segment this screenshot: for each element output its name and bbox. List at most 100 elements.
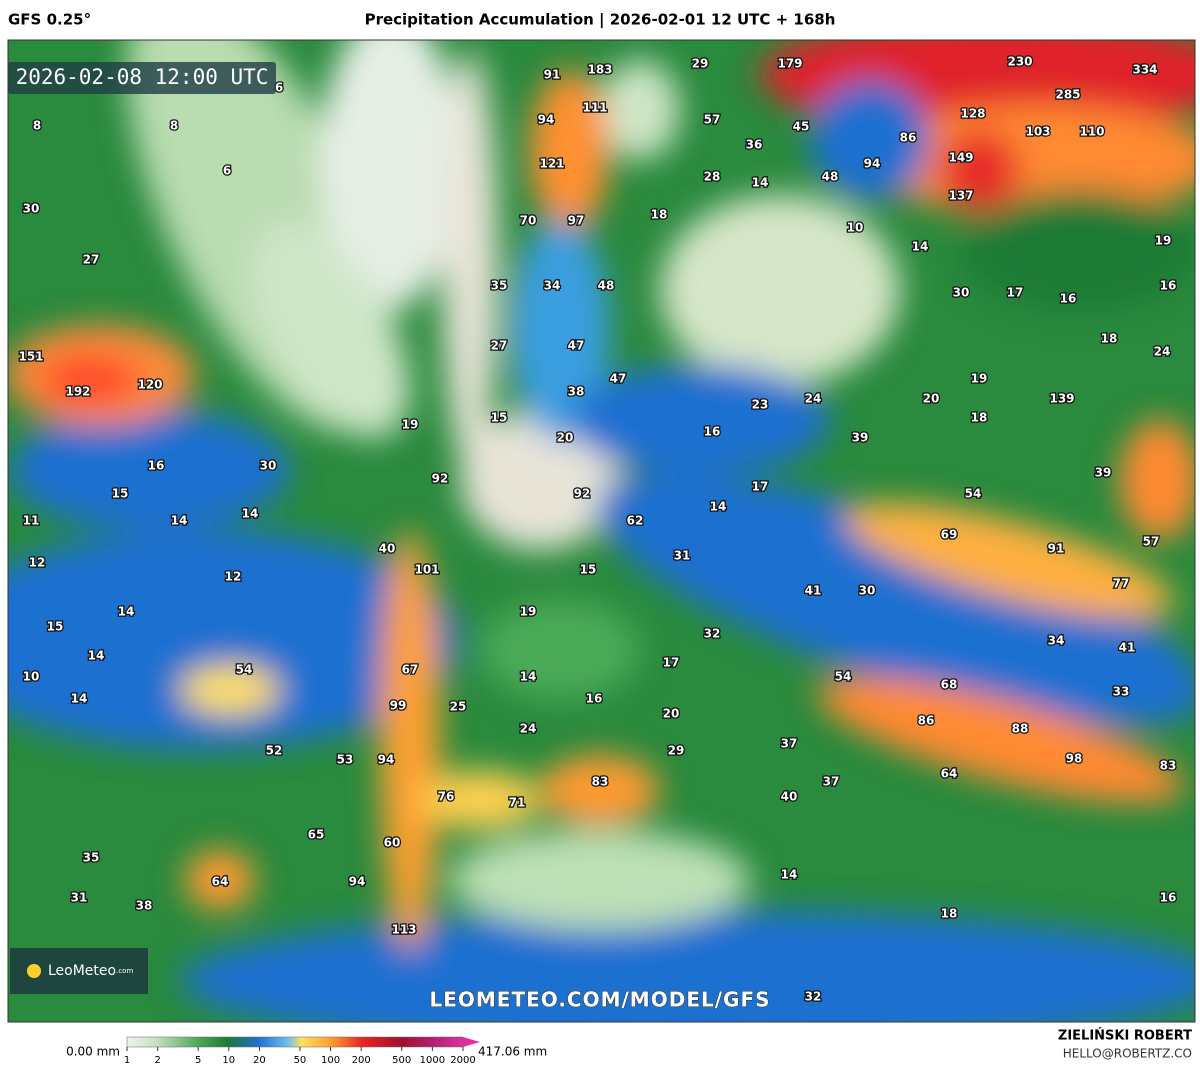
- precip-label: 14: [781, 868, 798, 882]
- logo: LeoMeteo.com: [48, 963, 133, 979]
- precip-label: 39: [852, 431, 869, 445]
- precip-label: 12: [225, 570, 242, 584]
- precip-label: 8: [170, 119, 178, 133]
- valid-time-box: [8, 62, 276, 94]
- precip-label: 70: [520, 214, 537, 228]
- precip-label: 30: [859, 584, 876, 598]
- precip-label: 16: [1160, 891, 1177, 905]
- precip-label: 334: [1132, 63, 1157, 77]
- precip-label: 120: [137, 378, 162, 392]
- precip-label: 39: [1095, 466, 1112, 480]
- credit-email: HELLO@ROBERTZ.CO: [1063, 1047, 1192, 1061]
- precip-label: 15: [112, 487, 129, 501]
- precip-label: 24: [520, 722, 537, 736]
- precip-label: 53: [337, 753, 354, 767]
- precip-label: 19: [402, 418, 419, 432]
- precip-label: 14: [520, 670, 537, 684]
- precip-label: 92: [574, 487, 591, 501]
- precip-label: 83: [592, 775, 609, 789]
- precip-label: 52: [266, 744, 283, 758]
- precip-label: 121: [539, 157, 564, 171]
- credit-name: ZIELIŃSKI ROBERT: [1058, 1028, 1192, 1044]
- precip-label: 19: [1155, 234, 1172, 248]
- colorbar-tick-label: 100: [321, 1055, 340, 1066]
- precip-label: 14: [912, 240, 929, 254]
- precip-label: 94: [378, 753, 395, 767]
- precip-label: 10: [23, 670, 40, 684]
- precip-label: 27: [491, 339, 508, 353]
- precip-label: 8: [33, 119, 41, 133]
- colorbar-tick-label: 1: [124, 1055, 130, 1066]
- precip-label: 14: [710, 500, 727, 514]
- logo-text: LeoMeteo: [48, 963, 116, 979]
- precip-label: 92: [432, 472, 449, 486]
- precip-label: 20: [557, 431, 574, 445]
- precip-label: 103: [1025, 125, 1050, 139]
- precip-label: 68: [941, 678, 958, 692]
- precip-label: 17: [752, 480, 769, 494]
- precip-label: 38: [568, 385, 585, 399]
- precip-label: 17: [1007, 286, 1024, 300]
- precip-label: 86: [918, 714, 935, 728]
- precip-label: 30: [953, 286, 970, 300]
- precip-label: 94: [349, 875, 366, 889]
- precip-label: 34: [544, 279, 561, 293]
- precip-label: 18: [941, 907, 958, 921]
- precip-label: 30: [260, 459, 277, 473]
- colorbar-ticks: 1 2 5 10 20 50 100 200 500 1000 2000: [124, 1047, 476, 1066]
- precip-label: 33: [1113, 685, 1130, 699]
- precip-label: 14: [752, 176, 769, 190]
- precip-label: 35: [83, 851, 100, 865]
- logo-suffix: .com: [116, 967, 133, 975]
- precip-label: 285: [1055, 88, 1080, 102]
- precip-label: 16: [1060, 292, 1077, 306]
- colorbar-max: 417.06 mm: [478, 1045, 547, 1059]
- precip-label: 179: [777, 57, 802, 71]
- title: Precipitation Accumulation | 2026-02-01 …: [365, 11, 836, 30]
- precip-label: 91: [1048, 542, 1065, 556]
- model-name: GFS 0.25°: [8, 11, 91, 29]
- precip-label: 14: [242, 507, 259, 521]
- precip-label: 94: [864, 157, 881, 171]
- precip-label: 86: [900, 131, 917, 145]
- map-frame: [7, 39, 1196, 1023]
- precip-label: 16: [586, 692, 603, 706]
- precip-label: 28: [704, 170, 721, 184]
- precip-label: 6: [223, 164, 231, 178]
- precip-label: 12: [29, 556, 46, 570]
- precip-label: 91: [544, 68, 561, 82]
- precip-label: 15: [580, 563, 597, 577]
- colorbar-tick-label: 2000: [450, 1055, 475, 1066]
- precip-label: 18: [1101, 332, 1118, 346]
- precip-label: 60: [384, 836, 401, 850]
- precip-label: 24: [805, 392, 822, 406]
- precip-label: 57: [704, 113, 721, 127]
- precip-label: 151: [18, 350, 43, 364]
- precip-label: 18: [971, 411, 988, 425]
- precip-label: 14: [171, 514, 188, 528]
- precip-label: 36: [746, 138, 763, 152]
- precip-label: 14: [118, 605, 135, 619]
- precip-label: 65: [308, 828, 325, 842]
- precip-label: 192: [65, 385, 90, 399]
- precip-label: 71: [509, 796, 526, 810]
- precip-label: 48: [822, 170, 839, 184]
- precip-label: 110: [1079, 125, 1104, 139]
- colorbar-tick-label: 50: [294, 1055, 307, 1066]
- precip-label: 31: [674, 549, 691, 563]
- precip-label: 20: [663, 707, 680, 721]
- precip-label: 37: [823, 775, 840, 789]
- precip-label: 94: [538, 113, 555, 127]
- colorbar-tick-label: 1000: [420, 1055, 445, 1066]
- precip-label: 113: [391, 923, 416, 937]
- precip-label: 24: [1154, 345, 1171, 359]
- precip-label: 37: [781, 737, 798, 751]
- colorbar-tick-label: 500: [392, 1055, 411, 1066]
- precip-label: 47: [610, 372, 627, 386]
- precip-label: 15: [491, 411, 508, 425]
- precip-label: 40: [379, 542, 396, 556]
- precip-label: 57: [1143, 535, 1160, 549]
